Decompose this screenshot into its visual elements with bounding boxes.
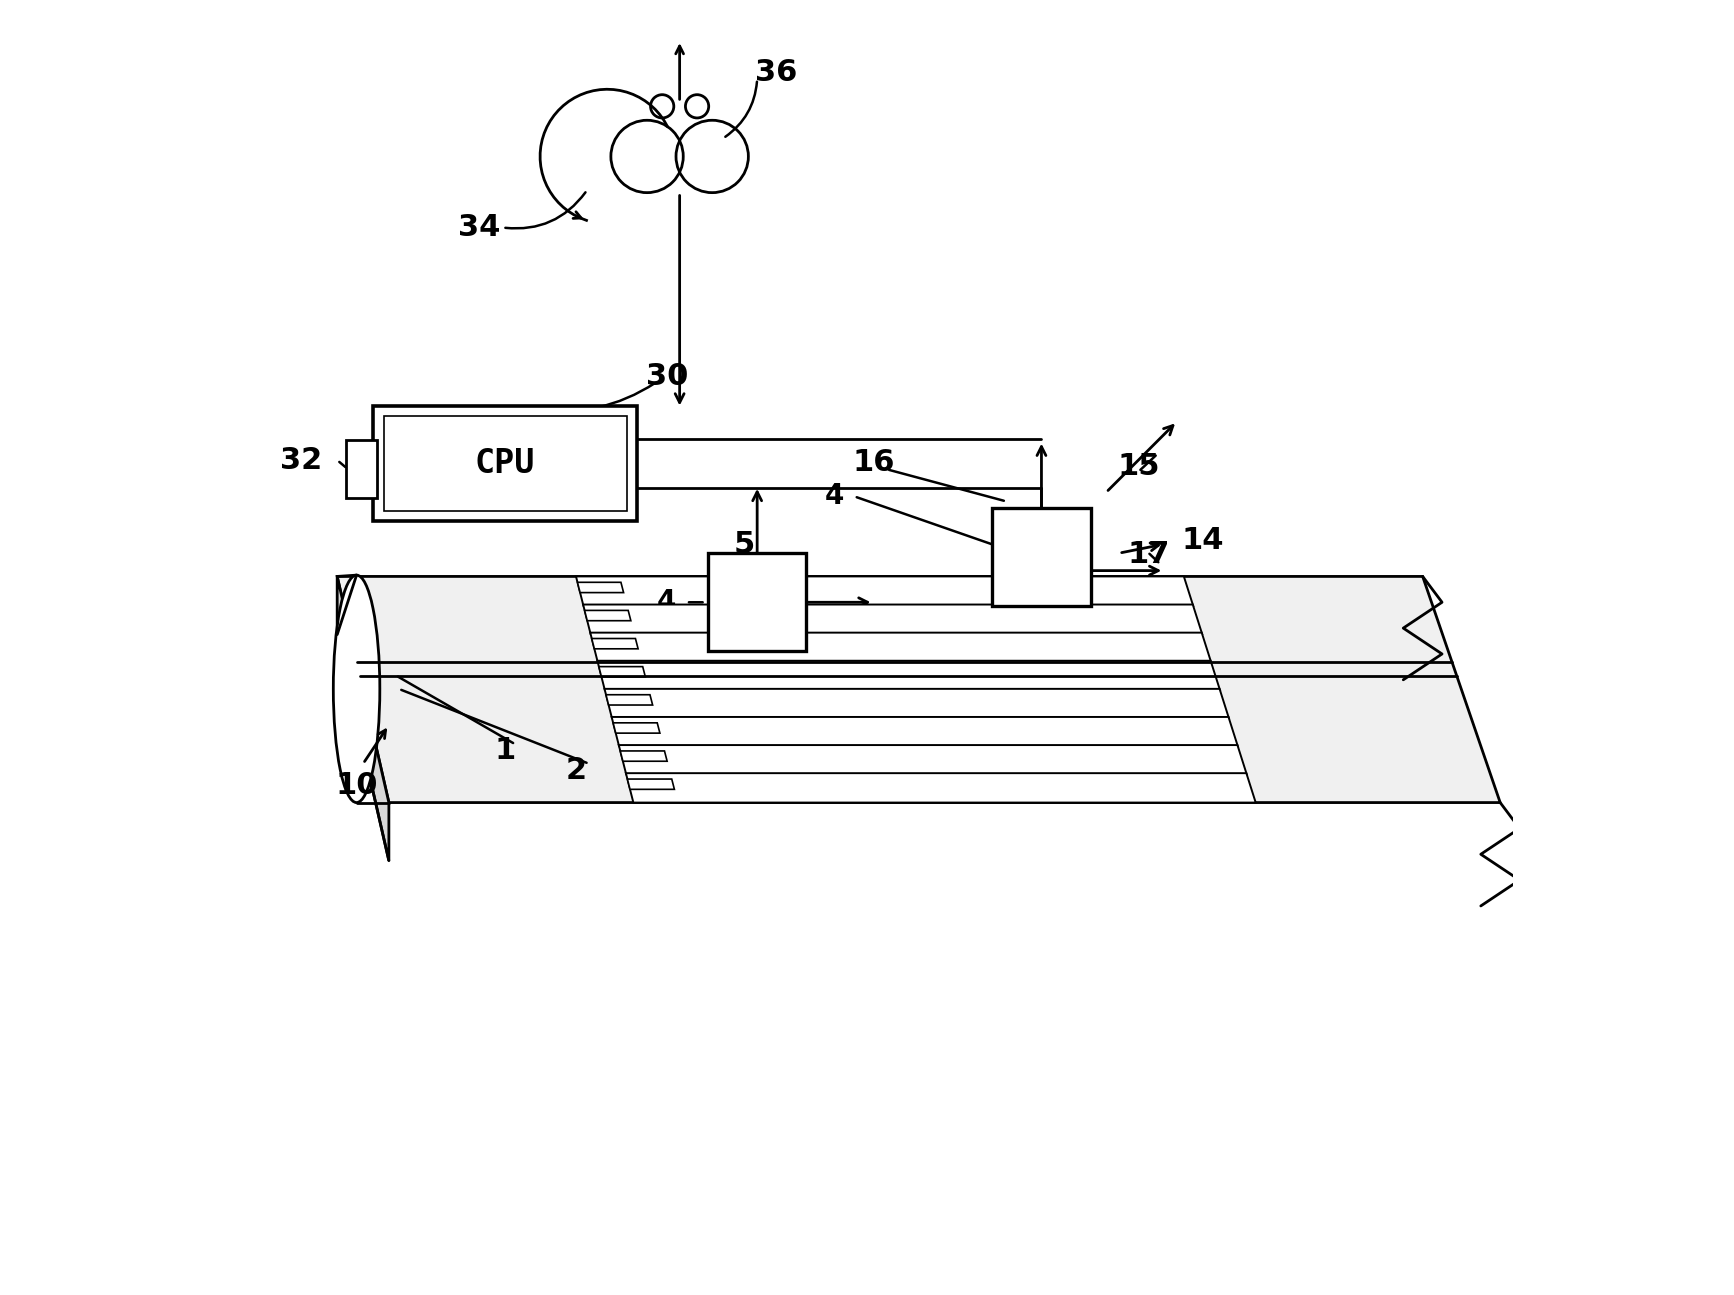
Text: CPU: CPU [475,447,536,480]
FancyBboxPatch shape [992,508,1091,606]
Polygon shape [591,638,638,649]
Text: 4: 4 [825,482,844,510]
Polygon shape [583,605,1202,635]
Polygon shape [621,751,668,761]
Polygon shape [590,633,1210,662]
FancyBboxPatch shape [373,405,636,521]
Polygon shape [626,773,1255,803]
Text: 10: 10 [335,772,378,800]
FancyBboxPatch shape [347,440,378,497]
Text: 1: 1 [494,737,515,765]
Polygon shape [598,667,645,677]
Text: 17: 17 [1127,540,1170,569]
Text: 14: 14 [1183,526,1224,554]
Text: 36: 36 [756,58,798,87]
Text: 16: 16 [851,448,895,478]
Polygon shape [336,576,388,861]
Text: 5: 5 [733,530,754,558]
Text: 34: 34 [458,214,501,242]
Polygon shape [605,694,652,704]
Text: 32: 32 [279,445,323,475]
Polygon shape [612,717,1238,746]
Polygon shape [628,780,675,790]
Polygon shape [619,745,1247,774]
FancyBboxPatch shape [707,553,806,651]
Polygon shape [577,583,624,593]
Polygon shape [598,660,1221,690]
Polygon shape [584,610,631,620]
Text: 2: 2 [565,756,586,785]
Text: 15: 15 [1117,452,1160,480]
Polygon shape [336,576,1500,803]
Ellipse shape [333,575,380,803]
Text: 4: 4 [657,588,676,616]
Polygon shape [576,576,1193,606]
FancyBboxPatch shape [383,416,626,510]
Polygon shape [605,689,1229,719]
Text: 30: 30 [645,361,688,391]
Text: 5: 5 [1018,530,1039,558]
Polygon shape [614,723,661,733]
